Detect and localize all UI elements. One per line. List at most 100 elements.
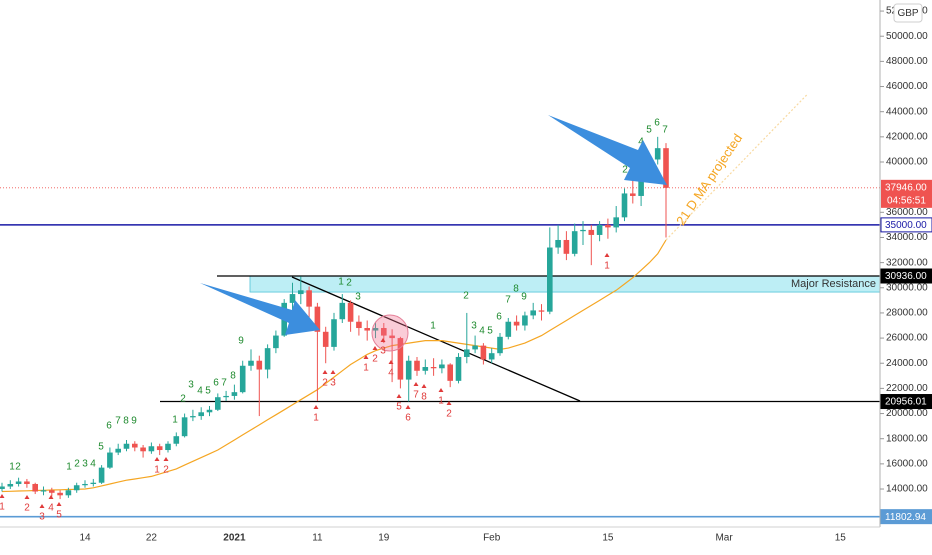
sequence-down-marker [604, 253, 610, 257]
x-tick-label: 15 [602, 533, 614, 544]
level-tag-label: 30936.00 [885, 271, 927, 282]
candle-body [57, 492, 63, 496]
sequence-down-label: 1 [0, 502, 5, 513]
trend-line [291, 276, 581, 402]
sequence-down-marker [0, 494, 5, 498]
candle-body [588, 229, 595, 235]
candle-body [123, 443, 130, 449]
y-tick-label: 46000.00 [886, 81, 928, 92]
sequence-up-label: 1 [430, 321, 436, 332]
sequence-down-label: 2 [446, 409, 452, 420]
candle-body [571, 231, 578, 254]
candle-body [381, 328, 387, 336]
candle-body [497, 336, 503, 354]
x-tick-label: 11 [312, 533, 323, 544]
price-tag [881, 179, 932, 208]
candle-body [621, 193, 628, 218]
level-tag-label: 35000.00 [885, 220, 927, 231]
sequence-down-label: 2 [163, 465, 169, 476]
sequence-down-marker [413, 382, 419, 386]
candle-body [547, 247, 553, 312]
candle-body [49, 490, 55, 493]
sequence-up-label: 2 [180, 394, 186, 405]
sequence-up-label: 3 [471, 321, 477, 332]
sequence-up-label: 2 [15, 462, 21, 473]
candle-body [215, 397, 221, 410]
sequence-down-marker [438, 388, 444, 392]
y-tick-label: 36000.00 [886, 207, 928, 218]
y-tick-label: 14000.00 [886, 484, 928, 495]
candle-body [148, 446, 155, 452]
sequence-down-label: 3 [380, 346, 386, 357]
candle-body [464, 349, 470, 357]
sequence-down-label: 1 [438, 396, 444, 407]
sequence-up-label: 5 [98, 442, 104, 453]
x-tick-label: Feb [483, 533, 501, 544]
y-tick-label: 18000.00 [886, 433, 928, 444]
candle-body [256, 360, 263, 370]
candle-body [115, 448, 121, 453]
sequence-up-label: 1 [172, 415, 178, 426]
sequence-up-label: 6 [106, 421, 112, 432]
candle-body [596, 224, 603, 235]
candle-body [513, 321, 520, 326]
y-tick-label: 22000.00 [886, 383, 928, 394]
candle-body [314, 306, 321, 332]
candle-body [422, 367, 429, 371]
candle-body [289, 294, 296, 303]
y-tick-label: 26000.00 [886, 333, 928, 344]
sequence-up-label: 9 [521, 292, 527, 303]
sequence-down-marker [446, 401, 452, 405]
candle-body [538, 310, 545, 312]
x-tick-label: 2021 [223, 533, 246, 544]
candle-body [223, 395, 229, 398]
candle-body [488, 353, 495, 360]
candle-body [32, 483, 38, 492]
candle-body [156, 446, 163, 451]
candle-body [389, 335, 395, 339]
sequence-down-marker [380, 338, 386, 342]
sequence-down-marker [388, 360, 394, 364]
candle-body [73, 485, 80, 491]
candle-body [206, 409, 213, 413]
sequence-up-label: 2 [463, 291, 469, 302]
arrow [200, 283, 320, 335]
sequence-down-label: 2 [372, 354, 378, 365]
sequence-up-label: 6 [654, 118, 660, 129]
candle-body [397, 338, 404, 380]
candle-body [439, 364, 445, 369]
sequence-up-label: 8 [230, 371, 236, 382]
sequence-up-label: 4 [479, 326, 485, 337]
y-tick-label: 44000.00 [886, 106, 928, 117]
candle-body [24, 481, 30, 484]
x-tick-label: 15 [835, 533, 847, 544]
sequence-up-label: 7 [505, 295, 511, 306]
candle-body [181, 417, 188, 437]
sequence-up-label: 6 [496, 312, 502, 323]
level-layer [0, 187, 880, 518]
candle-body [405, 360, 412, 380]
sequence-up-label: 2 [346, 278, 352, 289]
sequence-up-label: 5 [646, 125, 652, 136]
countdown: 04:56:51 [887, 195, 926, 206]
sequence-up-label: 2 [622, 165, 628, 176]
level-tag [880, 217, 932, 233]
candle-body [132, 443, 138, 448]
sequence-down-marker [24, 495, 30, 499]
candle-body [472, 345, 478, 350]
x-tick-label: 22 [146, 533, 158, 544]
sequence-down-marker [48, 495, 54, 499]
y-tick-label: 20000.00 [886, 408, 928, 419]
sequence-down-label: 1 [604, 261, 610, 272]
sequence-down-label: 2 [24, 503, 30, 514]
sequence-down-marker [330, 370, 336, 374]
candle-body [480, 345, 487, 360]
candle-body [40, 490, 47, 492]
sequence-down-label: 3 [330, 378, 336, 389]
sequence-down-marker [363, 355, 369, 359]
candle-body [430, 367, 437, 369]
y-tick-label: 50000.00 [886, 31, 928, 42]
highlight-circle [371, 314, 409, 352]
sequence-down-marker [372, 346, 378, 350]
